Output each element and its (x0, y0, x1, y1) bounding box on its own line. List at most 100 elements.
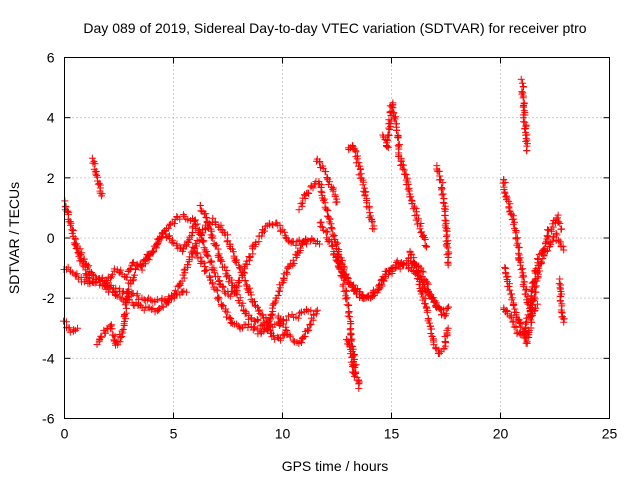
data-point (307, 306, 315, 314)
data-point (271, 320, 279, 328)
data-point (93, 171, 101, 179)
data-point (421, 236, 429, 244)
data-point (417, 290, 425, 298)
data-point (333, 253, 341, 261)
data-point (555, 280, 563, 288)
x-tick-label: 15 (384, 426, 400, 442)
data-point (552, 229, 560, 237)
data-point (399, 165, 407, 173)
data-point (397, 157, 405, 165)
data-point (339, 270, 347, 278)
data-point (164, 299, 172, 307)
x-axis-label: GPS time / hours (282, 458, 389, 474)
data-point (123, 273, 131, 281)
data-point (442, 219, 450, 227)
data-point (80, 255, 88, 263)
data-point (532, 304, 540, 312)
data-point (418, 288, 426, 296)
data-point (439, 179, 447, 187)
data-point (519, 79, 527, 87)
data-point (304, 189, 312, 197)
data-point (426, 319, 434, 327)
data-point (410, 254, 418, 262)
data-point (370, 225, 378, 233)
data-point (268, 304, 276, 312)
data-point (319, 223, 327, 231)
data-point (297, 241, 305, 249)
data-point (560, 318, 568, 326)
data-point (330, 250, 338, 258)
data-point (88, 154, 96, 162)
data-point (140, 306, 148, 314)
data-point (158, 302, 166, 310)
data-point (200, 259, 208, 267)
data-point (385, 266, 393, 274)
data-point (283, 268, 291, 276)
data-point (290, 259, 298, 267)
data-point (155, 238, 163, 246)
data-point (316, 240, 324, 248)
data-point (74, 324, 82, 332)
data-point (175, 281, 183, 289)
data-point (234, 322, 242, 330)
y-tick-label: 6 (47, 50, 55, 66)
data-point (400, 260, 408, 268)
data-point (316, 219, 324, 227)
data-point (443, 242, 451, 250)
data-point (520, 273, 528, 281)
data-point (544, 226, 552, 234)
data-point (380, 277, 388, 285)
data-point (422, 243, 430, 251)
data-point (226, 292, 234, 300)
data-point (213, 287, 221, 295)
data-point (212, 285, 220, 293)
data-point (340, 276, 348, 284)
data-point (183, 288, 191, 296)
data-point (520, 100, 528, 108)
data-point (253, 316, 261, 324)
data-point (438, 184, 446, 192)
data-point (229, 248, 237, 256)
data-point (416, 225, 424, 233)
data-point (171, 287, 179, 295)
data-point (512, 235, 520, 243)
data-point (261, 319, 269, 327)
data-point (442, 223, 450, 231)
data-point (153, 295, 161, 303)
data-point (152, 244, 160, 252)
data-point (373, 289, 381, 297)
data-point (197, 253, 205, 261)
data-point (404, 185, 412, 193)
data-point (168, 238, 176, 246)
data-point (216, 277, 224, 285)
data-point (509, 302, 517, 310)
data-point (520, 107, 528, 115)
data-point (277, 336, 285, 344)
data-point (180, 274, 188, 282)
data-point (407, 193, 415, 201)
data-point (343, 287, 351, 295)
data-point (503, 306, 511, 314)
y-tick-label: 2 (47, 170, 55, 186)
axis-ticks: 0 5 10 15 20 25 -6 -4 -2 0 2 4 6 (42, 50, 617, 442)
data-point (279, 320, 287, 328)
data-point (309, 316, 317, 324)
data-point (443, 304, 451, 312)
data-point (532, 288, 540, 296)
data-point (305, 326, 313, 334)
data-point (190, 244, 198, 252)
data-point (158, 294, 166, 302)
data-point (410, 203, 418, 211)
data-point (230, 283, 238, 291)
data-point (328, 242, 336, 250)
data-point (68, 229, 76, 237)
data-point (435, 349, 443, 357)
data-point (147, 305, 155, 313)
data-point (531, 275, 539, 283)
data-point (188, 253, 196, 261)
data-point (322, 168, 330, 176)
data-point (276, 221, 284, 229)
data-point (501, 263, 509, 271)
data-point (203, 251, 211, 259)
